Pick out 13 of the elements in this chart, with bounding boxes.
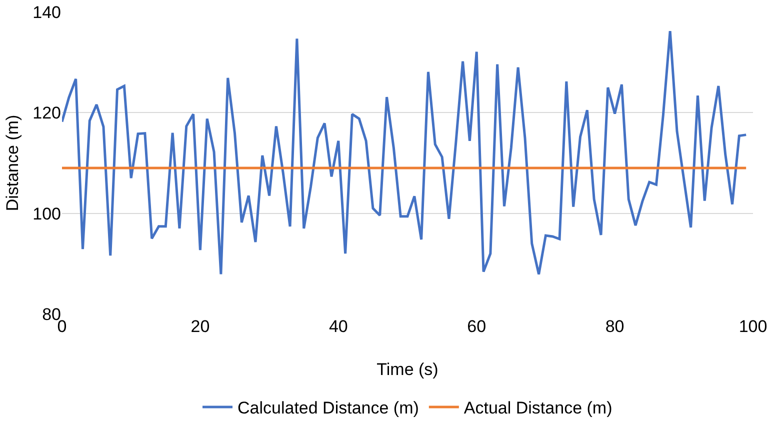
x-tick-label: 40 (328, 317, 348, 336)
legend-label: Actual Distance (m) (464, 398, 612, 418)
x-tick-label: 60 (467, 317, 486, 336)
x-tick-label: 80 (605, 317, 624, 336)
x-tick-label: 100 (738, 317, 768, 336)
y-tick-label: 100 (32, 204, 61, 224)
y-tick-label: 140 (32, 2, 61, 22)
x-axis-title: Time (s) (376, 360, 438, 379)
y-tick-label: 120 (32, 104, 61, 123)
line-series (62, 30, 748, 276)
x-tick-label: 20 (190, 317, 210, 336)
y-axis-title: Distance (m) (3, 114, 22, 212)
legend-label: Calculated Distance (m) (238, 398, 419, 418)
